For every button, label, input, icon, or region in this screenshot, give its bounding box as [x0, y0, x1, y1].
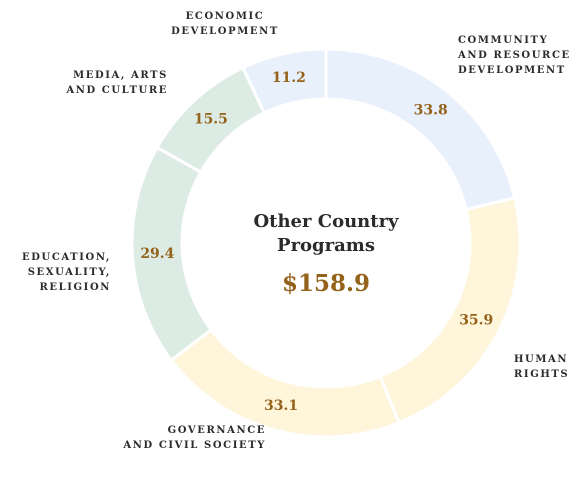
value-label: 29.4 — [140, 246, 174, 262]
category-label: MEDIA, ARTS AND CULTURE — [66, 70, 168, 96]
category-label: HUMAN RIGHTS — [514, 354, 570, 380]
center-value: $158.9 — [281, 270, 371, 297]
donut-segment — [169, 327, 401, 439]
value-label: 33.8 — [414, 102, 448, 118]
value-label: 11.2 — [272, 70, 306, 86]
category-label: GOVERNANCE AND CIVIL SOCIETY — [123, 425, 266, 451]
donut-segment — [240, 47, 328, 115]
value-label: 35.9 — [459, 312, 493, 328]
category-label: ECONOMIC DEVELOPMENT — [171, 11, 279, 37]
category-label: EDUCATION, SEXUALITY, RELIGION — [22, 252, 111, 293]
value-label: 15.5 — [194, 111, 228, 127]
value-label: 33.1 — [264, 398, 298, 414]
category-label: COMMUNITY AND RESOURCE DEVELOPMENT — [458, 35, 571, 76]
center-title: Other Country Programs — [253, 211, 399, 256]
